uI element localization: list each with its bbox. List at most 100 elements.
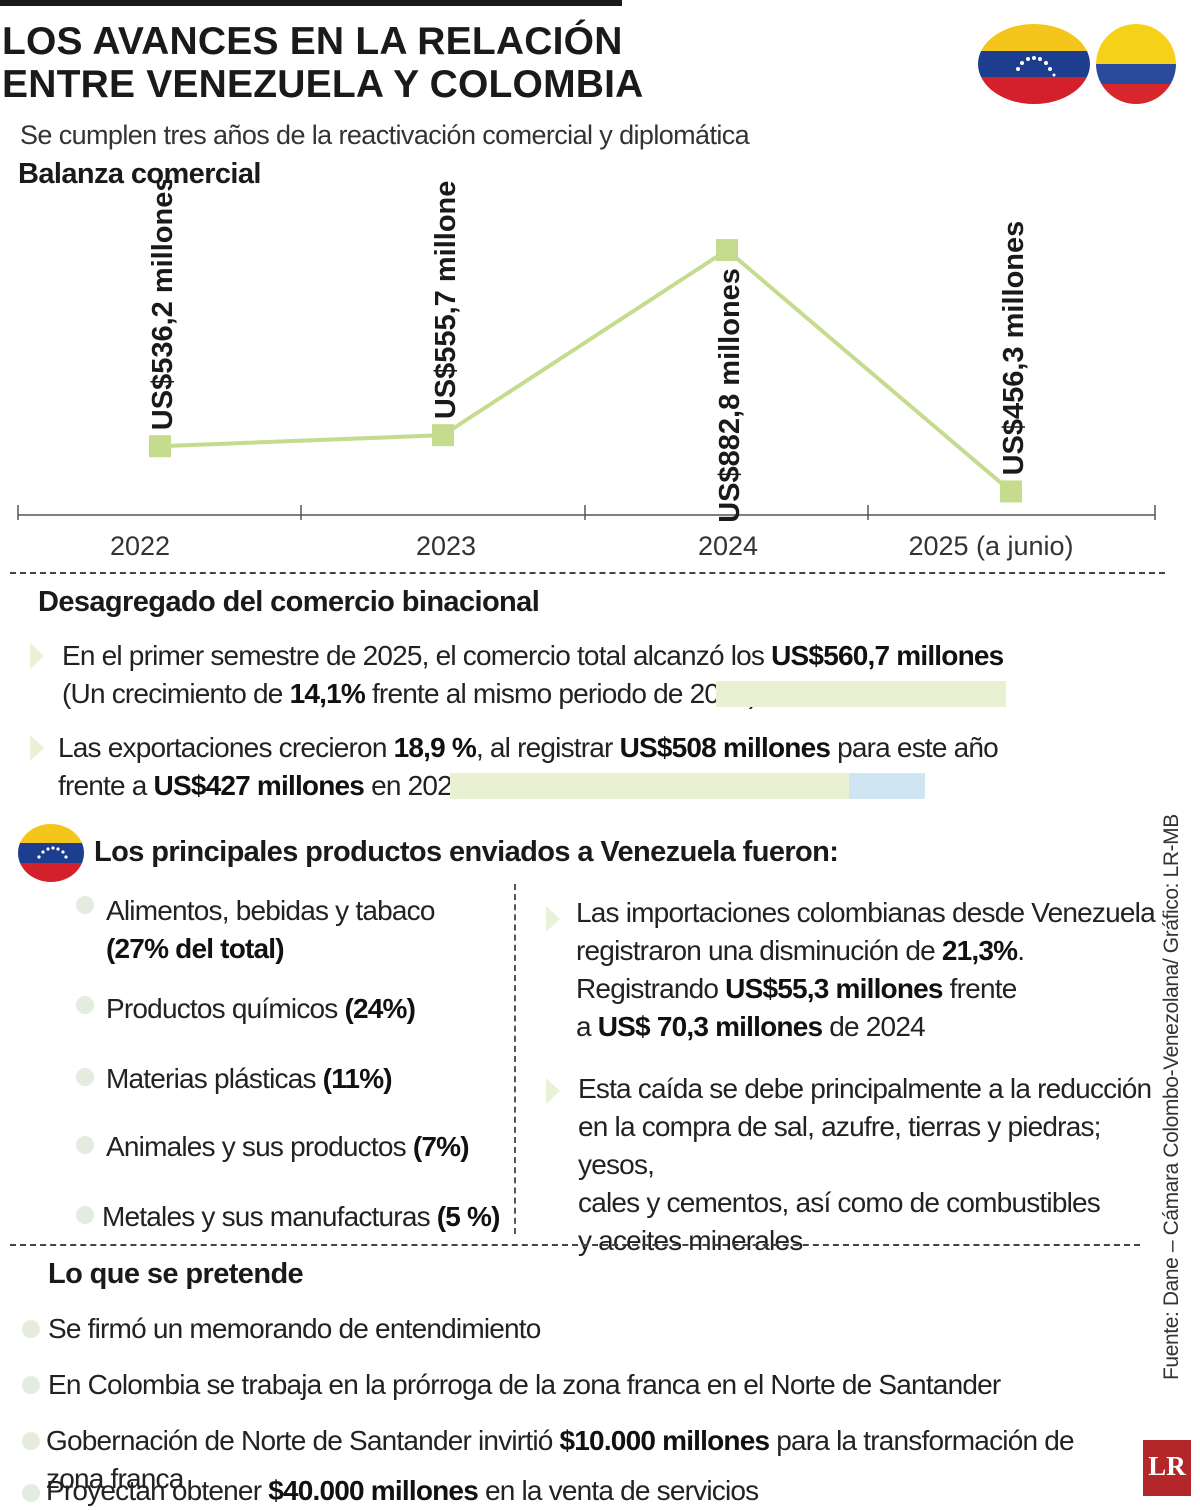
product-name: Metales y sus manufacturas bbox=[102, 1201, 437, 1232]
text: , al registrar bbox=[475, 732, 620, 763]
section-divider bbox=[10, 572, 1165, 574]
data-label: US$882,8 millones bbox=[714, 268, 746, 523]
venezuela-flag-icon bbox=[18, 824, 84, 882]
text: frente bbox=[942, 973, 1018, 1004]
text: de 2024 bbox=[822, 1011, 925, 1042]
product-share: (7%) bbox=[412, 1131, 470, 1162]
colombia-flag-icon bbox=[1096, 24, 1176, 104]
text: Las exportaciones crecieron bbox=[58, 732, 394, 763]
page-title: LOS AVANCES EN LA RELACIÓN ENTRE VENEZUE… bbox=[2, 20, 702, 106]
text-line: Las importaciones colombianas desde Vene… bbox=[576, 897, 1156, 928]
stars-icon bbox=[37, 846, 68, 859]
product-name: Materias plásticas bbox=[106, 1063, 323, 1094]
triangle-bullet-icon bbox=[546, 906, 560, 932]
data-label: US$555,7 millones bbox=[430, 180, 462, 419]
breakdown-item-total-line2: (Un crecimiento de 14,1% frente al mismo… bbox=[62, 675, 1062, 713]
exports-bar bbox=[450, 773, 925, 799]
imports-decrease: 21,3% bbox=[941, 935, 1018, 966]
goals-title: Lo que se pretende bbox=[48, 1258, 304, 1290]
text: Registrando bbox=[576, 973, 726, 1004]
product-item: Productos químicos (24%) bbox=[106, 990, 506, 1028]
text: frente a bbox=[58, 770, 154, 801]
dot-bullet-icon bbox=[76, 996, 94, 1014]
text: Gobernación de Norte de Santander invirt… bbox=[46, 1425, 560, 1456]
exports-2025-increase-bar bbox=[849, 773, 925, 799]
text-line: Registrando US$55,3 millones frente bbox=[576, 970, 1156, 1008]
text: a bbox=[576, 1011, 598, 1042]
breakdown-item-exports-line1: Las exportaciones crecieron 18,9 %, al r… bbox=[58, 729, 1058, 767]
imports-paragraph: Las importaciones colombianas desde Vene… bbox=[576, 894, 1156, 1046]
product-name: Animales y sus productos bbox=[106, 1131, 413, 1162]
exports-2025-value: US$508 millones bbox=[619, 732, 831, 763]
flag-band bbox=[978, 77, 1090, 104]
x-tick-label: 2023 bbox=[416, 531, 476, 561]
dot-bullet-icon bbox=[76, 1206, 94, 1224]
growth-value: 14,1% bbox=[289, 678, 366, 709]
product-name: Productos químicos bbox=[106, 993, 345, 1024]
flag-band bbox=[1096, 64, 1176, 84]
product-share: (24%) bbox=[344, 993, 416, 1024]
triangle-bullet-icon bbox=[30, 643, 44, 669]
breakdown-item-exports: Las exportaciones crecieron 18,9 %, al r… bbox=[58, 729, 1058, 805]
text: registraron una disminución de bbox=[576, 935, 942, 966]
lr-logo: LR bbox=[1143, 1440, 1191, 1496]
data-point bbox=[716, 239, 738, 262]
breakdown-item-total-line1: En el primer semestre de 2025, el comerc… bbox=[62, 637, 1062, 675]
dot-bullet-icon bbox=[22, 1432, 40, 1450]
x-tick-label: 2022 bbox=[110, 531, 170, 561]
text: En el primer semestre de 2025, el comerc… bbox=[62, 640, 772, 671]
services-value: $40.000 millones bbox=[268, 1475, 479, 1506]
text: . bbox=[1017, 935, 1025, 966]
data-label: US$456,3 millones bbox=[998, 221, 1030, 476]
imports-2025-value: US$55,3 millones bbox=[725, 973, 943, 1004]
flag-band bbox=[18, 843, 84, 863]
text-line: registraron una disminución de 21,3%. bbox=[576, 932, 1156, 970]
dot-bullet-icon bbox=[76, 896, 94, 914]
text: para la transformación de zona franca bbox=[46, 1425, 1075, 1494]
dot-bullet-icon bbox=[22, 1484, 40, 1502]
title-line-1: LOS AVANCES EN LA RELACIÓN bbox=[2, 20, 623, 63]
title-line-2: ENTRE VENEZUELA Y COLOMBIA bbox=[2, 63, 644, 106]
triangle-bullet-icon bbox=[546, 1078, 560, 1104]
total-trade-bar bbox=[716, 681, 1006, 707]
dot-bullet-icon bbox=[76, 1068, 94, 1086]
product-name: Alimentos, bebidas y tabaco bbox=[106, 895, 435, 926]
exports-2024-bar bbox=[450, 773, 850, 799]
investment-value: $10.000 millones bbox=[559, 1425, 771, 1456]
column-divider bbox=[514, 884, 516, 1234]
product-share: (27% del total) bbox=[106, 933, 285, 964]
imports-reason-paragraph: Esta caída se debe principalmente a la r… bbox=[578, 1070, 1178, 1260]
product-item: Animales y sus productos (7%) bbox=[106, 1128, 526, 1166]
text-line: Esta caída se debe principalmente a la r… bbox=[578, 1073, 1152, 1104]
data-label: US$536,2 millones bbox=[147, 180, 179, 430]
subtitle: Se cumplen tres años de la reactivación … bbox=[20, 120, 750, 150]
x-tick-label: 2024 bbox=[698, 531, 758, 561]
chart-section-title: Balanza comercial bbox=[18, 158, 261, 190]
section-divider bbox=[10, 1244, 1140, 1246]
breakdown-item-total: En el primer semestre de 2025, el comerc… bbox=[62, 637, 1062, 713]
series-line bbox=[159, 247, 1013, 493]
text: para este año bbox=[830, 732, 999, 763]
data-point bbox=[432, 424, 454, 447]
text-line: en la compra de sal, azufre, tierras y p… bbox=[578, 1111, 1101, 1180]
exports-2024-value: US$427 millones bbox=[153, 770, 365, 801]
text: (Un crecimiento de bbox=[62, 678, 290, 709]
text: Proyectan obtener bbox=[46, 1475, 269, 1506]
goal-item: Proyectan obtener $40.000 millones en la… bbox=[46, 1472, 759, 1510]
flag-band bbox=[1096, 24, 1176, 64]
product-item: Metales y sus manufacturas (5 %) bbox=[102, 1198, 522, 1236]
goal-item: Se firmó un memorando de entendimiento bbox=[48, 1313, 541, 1344]
product-share: (11%) bbox=[322, 1063, 393, 1094]
flag-band bbox=[18, 863, 84, 882]
text-line: y aceites minerales bbox=[578, 1225, 803, 1256]
text-line: a US$ 70,3 millones de 2024 bbox=[576, 1008, 1156, 1046]
top-rule bbox=[0, 0, 622, 6]
venezuela-flag-icon bbox=[978, 24, 1090, 104]
x-tick-label: 2025 (a junio) bbox=[908, 531, 1073, 561]
total-trade-value: US$560,7 millones bbox=[771, 640, 1004, 671]
text: frente al mismo periodo de 2024) bbox=[364, 678, 758, 709]
triangle-bullet-icon bbox=[30, 735, 44, 761]
text: en la venta de servicios bbox=[477, 1475, 759, 1506]
product-item: Materias plásticas (11%) bbox=[106, 1060, 506, 1098]
dot-bullet-icon bbox=[22, 1376, 40, 1394]
